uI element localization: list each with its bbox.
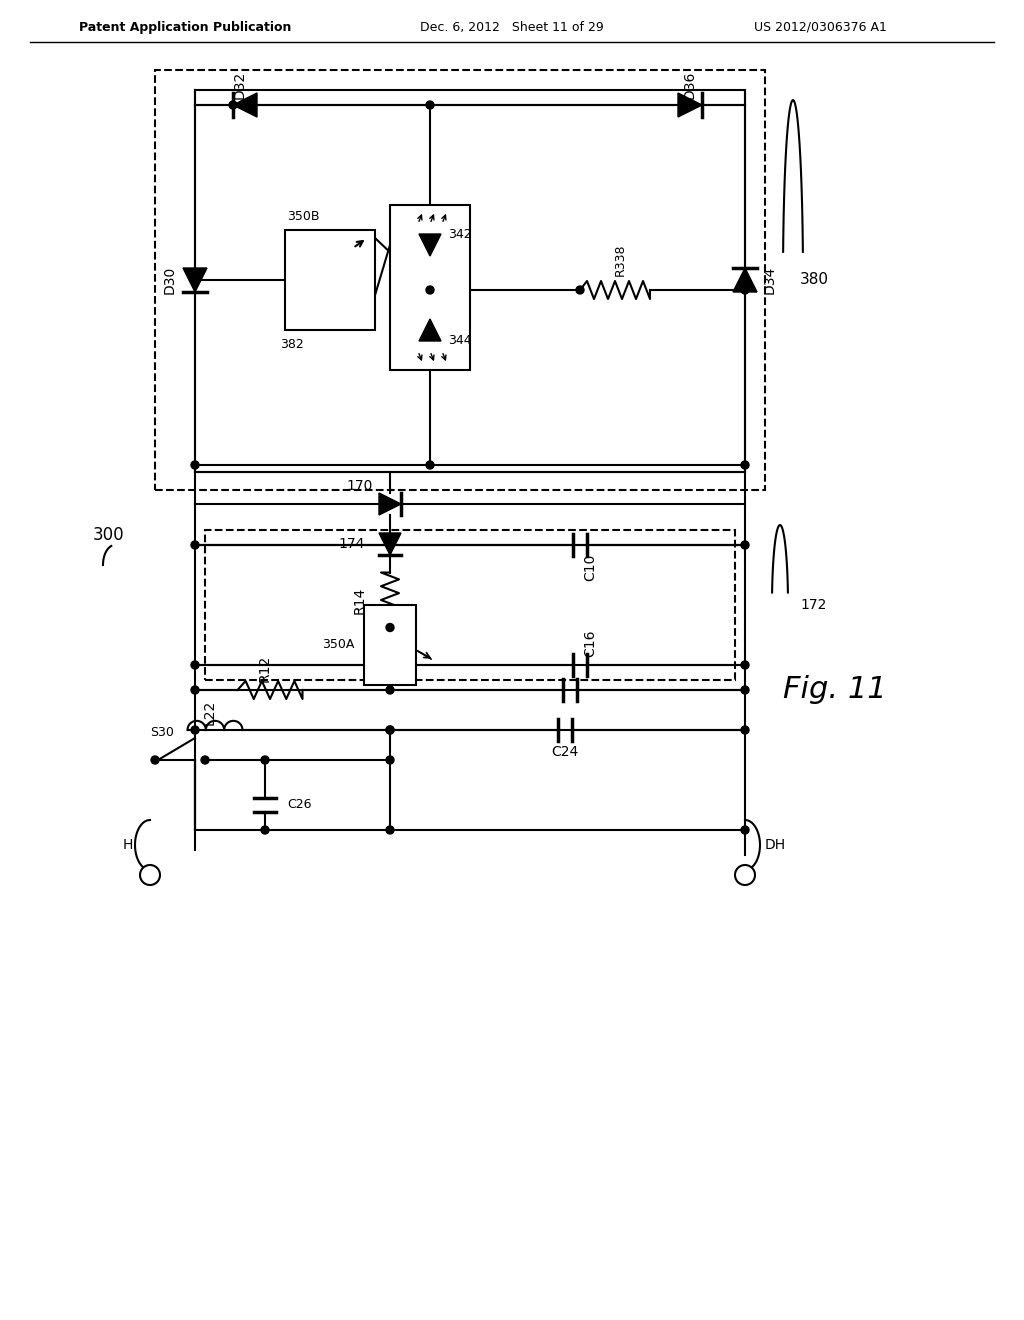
- Text: D32: D32: [233, 71, 247, 99]
- Polygon shape: [678, 92, 702, 117]
- Text: US 2012/0306376 A1: US 2012/0306376 A1: [754, 21, 887, 33]
- Circle shape: [191, 726, 199, 734]
- Circle shape: [229, 102, 237, 110]
- Bar: [390, 205, 470, 370]
- Circle shape: [386, 623, 394, 631]
- Text: 344: 344: [449, 334, 472, 346]
- Text: Fig. 11: Fig. 11: [783, 676, 887, 705]
- Text: Dec. 6, 2012   Sheet 11 of 29: Dec. 6, 2012 Sheet 11 of 29: [420, 21, 604, 33]
- Circle shape: [261, 756, 269, 764]
- Text: C26: C26: [287, 799, 311, 812]
- Text: Patent Application Publication: Patent Application Publication: [79, 21, 291, 33]
- Circle shape: [741, 461, 749, 469]
- Circle shape: [386, 541, 394, 549]
- Text: 300: 300: [92, 525, 124, 544]
- Polygon shape: [183, 268, 207, 292]
- Circle shape: [191, 461, 199, 469]
- Bar: [285, 230, 375, 330]
- Text: C10: C10: [583, 553, 597, 581]
- Text: C24: C24: [551, 744, 579, 759]
- Circle shape: [735, 865, 755, 884]
- Text: R12: R12: [258, 655, 272, 681]
- Circle shape: [386, 826, 394, 834]
- Text: 382: 382: [280, 338, 304, 351]
- Circle shape: [140, 865, 160, 884]
- Circle shape: [741, 661, 749, 669]
- Circle shape: [741, 541, 749, 549]
- Text: D34: D34: [763, 265, 777, 294]
- Text: D36: D36: [683, 71, 697, 99]
- Text: DH: DH: [765, 838, 786, 851]
- Bar: [195, 90, 745, 473]
- Text: R14: R14: [353, 586, 367, 614]
- Text: 342: 342: [449, 228, 472, 242]
- Polygon shape: [379, 492, 401, 515]
- Circle shape: [426, 461, 434, 469]
- Circle shape: [386, 726, 394, 734]
- Circle shape: [741, 286, 749, 294]
- Text: S30: S30: [150, 726, 174, 738]
- Text: 350A: 350A: [322, 639, 354, 652]
- Polygon shape: [419, 319, 441, 341]
- Circle shape: [575, 286, 584, 294]
- Text: D30: D30: [163, 265, 177, 294]
- Polygon shape: [733, 268, 757, 292]
- Circle shape: [741, 726, 749, 734]
- Bar: [205, 531, 735, 680]
- Circle shape: [191, 661, 199, 669]
- Circle shape: [191, 541, 199, 549]
- Circle shape: [386, 756, 394, 764]
- Circle shape: [741, 686, 749, 694]
- Circle shape: [261, 826, 269, 834]
- Circle shape: [191, 686, 199, 694]
- Circle shape: [741, 826, 749, 834]
- Circle shape: [386, 686, 394, 694]
- Text: 172: 172: [800, 598, 826, 612]
- Circle shape: [386, 726, 394, 734]
- Polygon shape: [419, 234, 441, 256]
- Bar: [364, 605, 416, 685]
- Polygon shape: [379, 533, 401, 554]
- Text: 380: 380: [800, 272, 829, 288]
- Circle shape: [426, 102, 434, 110]
- Text: L22: L22: [203, 700, 217, 725]
- Text: R338: R338: [613, 244, 627, 276]
- Circle shape: [426, 286, 434, 294]
- Circle shape: [151, 756, 159, 764]
- Text: 350B: 350B: [287, 210, 319, 223]
- Circle shape: [201, 756, 209, 764]
- Text: H: H: [123, 838, 133, 851]
- Text: 174: 174: [339, 537, 366, 550]
- Text: C16: C16: [583, 630, 597, 657]
- Text: 170: 170: [347, 479, 373, 492]
- Polygon shape: [233, 92, 257, 117]
